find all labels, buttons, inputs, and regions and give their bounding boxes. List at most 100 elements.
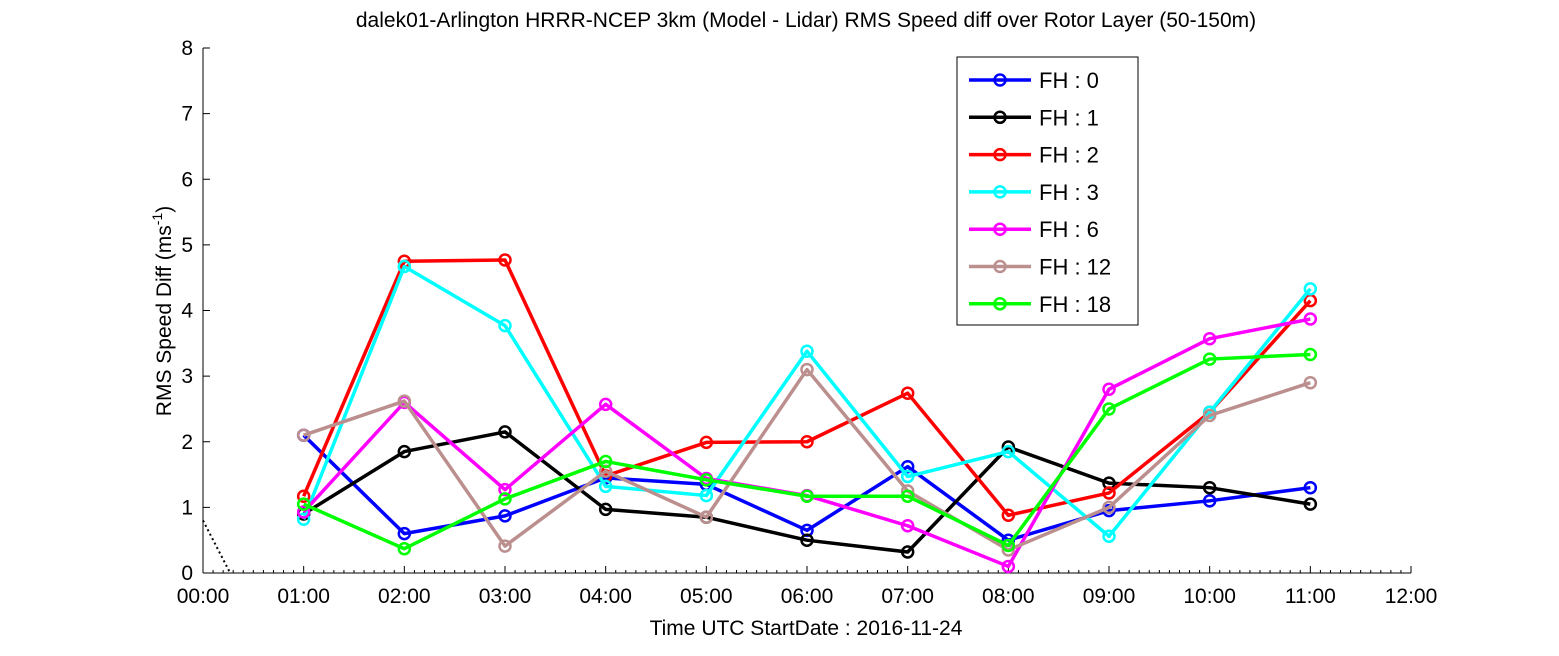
data-point	[1102, 382, 1116, 396]
data-point	[900, 386, 915, 400]
y-tick-label: 6	[181, 168, 193, 191]
x-tick-label: 03:00	[479, 585, 532, 608]
data-point	[699, 473, 714, 487]
y-tick-label: 2	[181, 431, 193, 454]
data-point	[1303, 480, 1318, 495]
data-point	[397, 526, 412, 541]
data-point	[498, 539, 512, 553]
legend-label: FH : 6	[1039, 217, 1099, 242]
data-point	[598, 397, 613, 412]
y-axis-label-superscript: -1	[149, 213, 165, 226]
data-point	[1001, 444, 1016, 459]
x-tick-label: 01:00	[277, 585, 330, 608]
plot-area: 00:00 01:00 02:00 03:00 04:00 05:00 06:00 07:00…	[177, 37, 1438, 608]
legend-marker	[993, 73, 1007, 87]
y-axis-label-close: )	[153, 206, 176, 213]
x-tick-label: 08:00	[982, 585, 1035, 608]
x-tick-label: 05:00	[680, 585, 733, 608]
data-point	[900, 545, 915, 559]
series-line	[302, 433, 1311, 542]
data-point	[296, 489, 311, 503]
y-tick-label: 7	[181, 103, 193, 126]
data-point	[1102, 529, 1116, 543]
data-point	[800, 533, 814, 547]
data-point	[1202, 352, 1217, 366]
data-point	[397, 394, 412, 408]
data-point	[1303, 375, 1318, 390]
data-point	[296, 497, 311, 511]
data-point	[699, 435, 714, 450]
series-line	[303, 367, 1311, 552]
data-point	[900, 469, 915, 484]
data-point	[1202, 494, 1217, 508]
x-axis-label: Time UTC StartDate : 2016-11-24	[650, 617, 963, 640]
data-point	[1001, 559, 1016, 574]
data-point	[800, 435, 814, 449]
x-tick-label: 04:00	[579, 585, 632, 608]
legend-label: FH : 1	[1039, 105, 1099, 130]
data-point	[296, 512, 311, 526]
legend-marker	[993, 110, 1007, 125]
data-point	[1202, 331, 1217, 346]
data-point	[598, 502, 613, 517]
data-point	[900, 519, 915, 533]
data-point	[498, 425, 512, 439]
x-tick-label: 09:00	[1083, 585, 1136, 608]
data-point	[1202, 408, 1217, 423]
legend-label: FH : 2	[1039, 143, 1099, 168]
x-tick-label: 07:00	[881, 585, 934, 608]
data-point	[800, 362, 814, 377]
data-point	[1102, 486, 1116, 500]
legend-label: FH : 0	[1039, 68, 1099, 93]
y-tick-label: 0	[181, 562, 193, 585]
data-point	[1303, 347, 1318, 362]
y-axis-label-main: RMS Speed Diff (ms	[153, 225, 176, 416]
data-point	[699, 510, 714, 524]
x-tick-label: 12:00	[1385, 585, 1438, 608]
data-point	[296, 505, 311, 519]
data-point	[498, 318, 512, 333]
data-point	[800, 489, 814, 503]
x-tick-label: 00:00	[177, 585, 230, 608]
legend: FH : 0 FH : 1 FH : 2 FH : 3 FH : 6 FH : 12 FH …	[956, 56, 1139, 326]
data-point	[498, 482, 512, 497]
series-line	[302, 352, 1311, 551]
data-point	[1102, 500, 1116, 515]
series-line	[302, 430, 1311, 554]
data-point	[498, 509, 512, 523]
legend-marker	[993, 297, 1007, 311]
data-point	[296, 428, 311, 442]
y-axis-label: RMS Speed Diff (ms-1)	[149, 206, 176, 416]
data-point	[598, 454, 613, 469]
y-tick-label: 4	[181, 300, 193, 323]
data-point	[900, 489, 915, 503]
y-tick-label: 1	[181, 496, 193, 519]
data-point	[397, 444, 412, 459]
legend-marker	[993, 259, 1007, 274]
series-line	[302, 264, 1312, 538]
data-point	[1202, 480, 1217, 495]
y-tick-label: 8	[181, 37, 193, 60]
x-tick-label: 10:00	[1183, 585, 1236, 608]
data-point	[397, 259, 412, 274]
data-point	[699, 488, 714, 503]
data-point	[800, 344, 814, 358]
y-tick-label: 3	[181, 365, 193, 388]
chart-title: dalek01-Arlington HRRR-NCEP 3km (Model -…	[356, 9, 1256, 32]
data-point	[397, 541, 412, 556]
data-point	[1303, 282, 1318, 296]
data-point	[1001, 538, 1016, 553]
series-line	[302, 258, 1312, 517]
legend-label: FH : 18	[1039, 292, 1111, 317]
data-point	[1102, 402, 1116, 416]
legend-label: FH : 3	[1039, 180, 1099, 205]
legend-marker	[993, 147, 1007, 162]
data-point	[598, 479, 613, 494]
data-point	[1001, 508, 1016, 522]
data-point	[1303, 497, 1318, 511]
data-point	[1303, 312, 1318, 326]
data-point	[498, 253, 512, 267]
data-point	[498, 492, 512, 506]
